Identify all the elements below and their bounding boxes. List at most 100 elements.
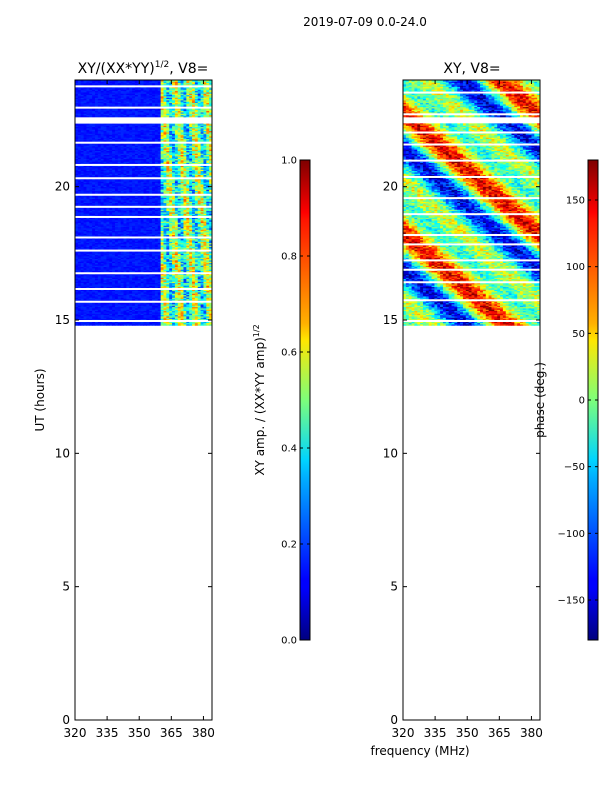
heatmap-cell (172, 258, 176, 261)
heatmap-cell (75, 246, 79, 249)
heatmap-cell (163, 214, 167, 217)
heatmap-cell (146, 224, 150, 226)
heatmap-cell (143, 258, 147, 261)
heatmap-cell (77, 242, 82, 245)
heatmap-cell (114, 214, 119, 217)
heatmap-cell (92, 214, 96, 217)
heatmap-cell (123, 230, 127, 233)
heatmap-cell (183, 269, 187, 272)
heatmap-cell (149, 266, 153, 269)
heatmap-cell (92, 294, 96, 297)
heatmap-cell (86, 286, 90, 289)
heatmap-cell (189, 305, 193, 308)
heatmap-cell (203, 242, 207, 245)
heatmap-cell (177, 188, 181, 190)
heatmap-cell (197, 302, 201, 305)
heatmap-cell (189, 309, 193, 312)
heatmap-cell (120, 312, 124, 314)
heatmap-cell (103, 253, 107, 256)
heatmap-cell (166, 266, 170, 269)
heatmap-cell (106, 229, 110, 232)
heatmap-cell (174, 248, 179, 250)
heatmap-cell (137, 318, 142, 321)
heatmap-cell (183, 232, 187, 234)
heatmap-cell (163, 318, 167, 321)
heatmap-cell (92, 261, 96, 264)
heatmap-cell (163, 225, 167, 228)
heatmap-cell (134, 220, 139, 222)
heatmap-cell (92, 204, 96, 206)
heatmap-cell (197, 254, 201, 257)
heatmap-cell (83, 232, 87, 234)
heatmap-cell (103, 262, 107, 265)
heatmap-cell (126, 192, 130, 194)
heatmap-cell (169, 278, 173, 281)
heatmap-cell (86, 302, 90, 305)
heatmap-cell (172, 292, 176, 294)
heatmap-cell (114, 317, 119, 320)
heatmap-cell (129, 257, 133, 260)
heatmap-cell (192, 233, 196, 236)
heatmap-cell (80, 234, 84, 237)
heatmap-cell (203, 306, 207, 309)
heatmap-cell (172, 277, 176, 280)
heatmap-cell (183, 293, 187, 296)
heatmap-cell (172, 268, 176, 270)
heatmap-cell (134, 269, 139, 272)
heatmap-cell (169, 248, 173, 250)
heatmap-cell (203, 298, 207, 301)
heatmap-cell (77, 302, 82, 305)
heatmap-cell (94, 220, 99, 222)
heatmap-cell (149, 289, 153, 292)
heatmap-cell (120, 261, 124, 264)
heatmap-cell (166, 264, 170, 266)
heatmap-cell (80, 302, 84, 305)
heatmap-cell (92, 224, 96, 226)
heatmap-cell (166, 225, 170, 228)
heatmap-cell (192, 280, 196, 282)
heatmap-cell (94, 317, 99, 320)
heatmap-cell (160, 281, 164, 284)
heatmap-cell (117, 312, 122, 314)
heatmap-cell (194, 284, 199, 286)
heatmap-cell (154, 214, 159, 217)
heatmap-cell (189, 240, 193, 242)
heatmap-cell (194, 240, 199, 242)
heatmap-cell (86, 276, 90, 278)
heatmap-cell (206, 296, 210, 298)
heatmap-cell (169, 224, 173, 226)
heatmap-cell (94, 294, 99, 297)
heatmap-cell (100, 314, 104, 317)
heatmap-cell (177, 202, 181, 205)
heatmap-cell (180, 258, 184, 261)
heatmap-cell (206, 201, 210, 204)
heatmap-cell (126, 224, 130, 226)
heatmap-cell (180, 246, 184, 249)
heatmap-cell (129, 256, 133, 258)
heatmap-cell (160, 240, 164, 242)
heatmap-cell (75, 269, 79, 272)
heatmap-cell (109, 252, 113, 254)
heatmap-cell (123, 314, 127, 317)
heatmap-cell (106, 226, 110, 229)
heatmap-cell (194, 269, 199, 272)
heatmap-cell (143, 306, 147, 309)
heatmap-cell (126, 313, 130, 316)
heatmap-cell (129, 192, 133, 194)
heatmap-cell (143, 221, 147, 224)
heatmap-cell (132, 186, 136, 189)
heatmap-cell (89, 245, 93, 248)
heatmap-cell (103, 302, 107, 305)
heatmap-cell (97, 292, 102, 294)
heatmap-cell (180, 261, 184, 264)
heatmap-cell (197, 209, 201, 212)
heatmap-cell (189, 292, 193, 294)
heatmap-cell (152, 196, 156, 198)
heatmap-cell (169, 281, 173, 284)
heatmap-cell (174, 238, 179, 241)
heatmap-cell (109, 269, 113, 272)
heatmap-cell (154, 274, 159, 277)
heatmap-cell (206, 242, 210, 245)
heatmap-cell (114, 246, 119, 249)
heatmap-cell (129, 261, 133, 264)
